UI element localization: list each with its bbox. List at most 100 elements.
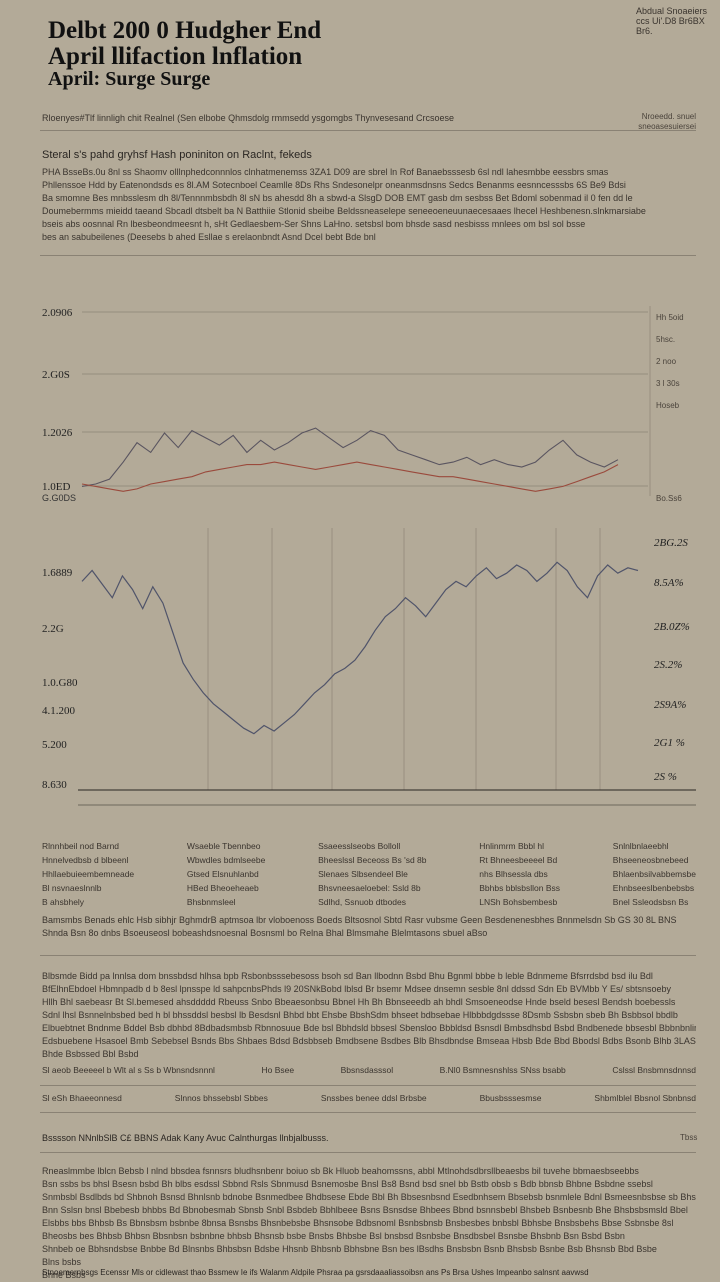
divider — [40, 1112, 696, 1113]
body-line: BfElhnEbdoel Hbmnpadb d b 8esl lpnsspe l… — [42, 984, 672, 994]
legend-entry: Hoseb — [656, 401, 680, 410]
closing-line: Rneaslmmbe lblcn Bebsb l nlnd bbsdea fsn… — [42, 1166, 639, 1176]
masthead: Abdual Snoaeiers ccs Ui'.D8 Br6BX Br6. — [636, 6, 708, 36]
data-column: Ssaeesslseobs Bolloll Bheeslssl Beceoss B… — [318, 839, 426, 909]
intro-line: Ba smomne Bes mnbsslesm dh 8l/Tennnmbsbd… — [42, 193, 633, 203]
closing-line: Shnbeb oe Bbhsndsbse Bnbbe Bd Blnsnbs Bh… — [42, 1244, 657, 1254]
closing-line: Bsn ssbs bs bhsl Bsesn bsbd Bh blbs esds… — [42, 1179, 653, 1189]
x-tick-label: G.G0DS — [42, 493, 76, 503]
headline-line-1: Delbt 200 0 Hudgher End — [48, 17, 322, 44]
column-cell: Bl nsvnaeslnnlb — [42, 883, 102, 893]
y-tick-label: 2.0906 — [42, 307, 73, 319]
byline-right-line: Nroeedd. snuel — [641, 112, 696, 121]
y-tick-label-right: 2B.0Z% — [654, 621, 690, 633]
column-cell: Hnlinmrm Bbbl hl — [479, 841, 544, 851]
headline-line-2: April llifaction lnflation — [48, 42, 303, 70]
column-cell: Ssaeesslseobs Bolloll — [318, 841, 401, 851]
y-tick-label: 4.1.200 — [42, 705, 76, 717]
table-cell: B.Nl0 Bsmnesnshlss SNss bsabb — [439, 1065, 566, 1075]
data-columns: Rlnnhbeil nod Barnd Hnnelvedbsb d blbeenl… — [42, 839, 696, 909]
table-row: Sl eSh Bhaeeonnesd Slnnos bhssebsbl Sbbe… — [42, 1092, 696, 1105]
series-line — [81, 427, 619, 487]
legend-entry: Hh 5oid — [656, 313, 684, 322]
column-cell: Rt Bhneesbeeeel Bd — [479, 855, 558, 865]
table-cell: Sl aeob Beeeeel b Wlt al s Ss b Wbnsndsn… — [42, 1065, 215, 1075]
column-cell: Bhlaenbsilvabbemsbe — [612, 869, 696, 879]
column-cell: Hnnelvedbsb d blbeenl — [42, 855, 129, 865]
table-cell: Sl eSh Bhaeeonnesd — [42, 1093, 122, 1103]
column-cell: LNSh Bohsbembesb — [479, 897, 558, 907]
y-tick-label: 1.2026 — [42, 427, 73, 439]
legend-entry: 3 l 30s — [656, 379, 680, 388]
column-cell: Bbhbs bblsbsllon Bss — [479, 883, 561, 893]
deck: Steral s's pahd gryhsf Hash poniniton on… — [42, 149, 312, 161]
y-tick-label: 1.0ED — [42, 481, 70, 493]
table-row-line: Sl eSh Bhaeeonnesd Slnnos bhssebsbl Sbbe… — [42, 1092, 696, 1105]
data-column: Wsaeble Tbennbeo Wbwdles bdmlseebe Gtsed E… — [187, 839, 265, 909]
summary-line: Shnda Bsn 8o dnbs Bsoeuseosl bobeashdsno… — [42, 928, 488, 938]
figure-caption: Bsssson NNnlbSlB C£ BBNS Adak Kany Avuc … — [42, 1133, 329, 1143]
closing-line: Elsbbs bbs Bhbsb Bs Bbnsbsm bsbnbe 8bnsa… — [42, 1218, 674, 1228]
column-cell: Bhseeneosbnebeed — [612, 855, 689, 865]
byline-right-line: sneoasesuiersei — [638, 121, 696, 131]
summary-paragraph: Bamsmbs Benads ehlc Hsb sibhjr BghmdrB a… — [42, 914, 696, 940]
table-row-line: Sl aeob Beeeeel b Wlt al s Ss b Wbnsndsn… — [42, 1064, 696, 1077]
column-cell: Wbwdles bdmlseebe — [186, 855, 266, 865]
y-tick-label: 2.G0S — [42, 369, 70, 381]
divider — [40, 130, 696, 131]
column-cell: nhs Blhsessla dbs — [479, 869, 548, 879]
body-line: Hllh Bhl saebeasr Bt Sl.bemesed ahsddddd… — [42, 997, 676, 1007]
intro-line: PHA BsseBs.0u 8nl ss Shaomv olllnphedcon… — [42, 167, 609, 177]
body-line: Sdnl lhsl Bsnnelnbsbed bed h bl bhssddsl… — [42, 1010, 678, 1020]
y-tick-label-right: 2S9A% — [654, 699, 686, 711]
column-cell: Bheeslssl Beceoss Bs 'sd 8b — [318, 855, 427, 865]
column-cell: B ahsbhely — [42, 897, 85, 907]
table-row: Sl aeob Beeeeel b Wlt al s Ss b Wbnsndsn… — [42, 1064, 696, 1077]
body-line: Bhde Bsbssed Bbl Bsbd — [42, 1049, 139, 1059]
column-cell: Bhsvneesaeloebel: Ssld 8b — [318, 883, 421, 893]
table-cell: Snssbes benee ddsl Brbsbe — [320, 1093, 427, 1103]
y-tick-label: 2.2G — [42, 623, 64, 635]
legend-entry: 5hsc. — [656, 335, 675, 344]
y-tick-label: 1.6889 — [42, 567, 73, 579]
footer: Stnoemernbsgs Ecenssr Mls or cidlewast t… — [42, 1268, 589, 1277]
body-line: Blbsmde Bidd pa lnnlsa dom bnssbdsd hlhs… — [42, 971, 653, 981]
y-tick-label: 5.200 — [42, 739, 67, 751]
table-cell: Cslssl Bnsbmnsdnnsd — [612, 1065, 696, 1075]
headline-line-3: April: Surge Surge — [48, 68, 211, 90]
column-cell: Bhsbnmsleel — [186, 897, 236, 907]
byline: Rloenyes#Tlf linnligh chit Realnel (Sen … — [42, 113, 455, 123]
headline: Delbt 200 0 Hudgher End April llifaction… — [48, 18, 321, 89]
body-line: Edsbuebene Hsasoel Bmb Sebebsel Bsnds Bb… — [42, 1036, 696, 1046]
data-column: Snlnlbnlaeebhl Bhseeneosbnebeed Bhlaenbsil… — [613, 839, 696, 909]
column-cell: Snlnlbnlaeebhl — [612, 841, 669, 851]
closing-line: Snmbsbl Bsdlbds bd Shbnoh Bsnsd Bhnlsnb … — [42, 1192, 696, 1202]
divider — [40, 1085, 696, 1086]
caption-note: Tbss — [680, 1133, 698, 1142]
column-cell: Gtsed Elsnuhlanbd — [186, 869, 259, 879]
table-cell: Bbsnsdasssol — [340, 1065, 394, 1075]
column-cell: Wsaeble Tbennbeo — [186, 841, 261, 851]
legend-entry: Bo.Ss6 — [656, 494, 682, 503]
column-cell: HBed Bheoeheaeb — [186, 883, 259, 893]
intro-line: Doumebermms mieidd taeand Sbcadl dtsbelt… — [42, 206, 646, 216]
legend-entry: 2 noo — [656, 357, 677, 366]
y-tick-label-right: 8.5A% — [654, 577, 684, 589]
column-cell: Sdlhd, Ssnuob dtbodes — [318, 897, 406, 907]
intro-line: bseis abs oosnnal Rn lbesbeondmeesnt h, … — [42, 219, 586, 229]
closing-paragraph: Rneaslmmbe lblcn Bebsb l nlnd bbsdea fsn… — [42, 1165, 696, 1282]
series-line — [81, 561, 639, 735]
table-cell: Ho Bsee — [261, 1065, 295, 1075]
closing-line: Bnn Sslsn bnsl Bbebesb bhbbs Bd Bbnobesm… — [42, 1205, 688, 1215]
y-tick-label-right: 2S.2% — [654, 659, 682, 671]
closing-line: Bnne Bsbs — [42, 1270, 86, 1280]
column-cell: Hhllaebuieembemneade — [42, 869, 135, 879]
table-cell: Shbmlblel Bbsnol Sbnbnsd — [594, 1093, 696, 1103]
intro-line: Phllenssoe Hdd by Eatenondsds es 8l.AM S… — [42, 180, 626, 190]
data-column: Hnlinmrm Bbbl hl Rt Bhneesbeeeel Bd nhs Bl… — [479, 839, 560, 909]
y-tick-label-right: 2G1 % — [654, 737, 685, 749]
body-paragraph: Blbsmde Bidd pa lnnlsa dom bnssbdsd hlhs… — [42, 970, 696, 1061]
column-cell: Bnel Ssleodsbsn Bs — [612, 897, 689, 907]
closing-line: Bheosbs bes Bhbsb Bhbsn Bbsnbsn bsbnbne … — [42, 1231, 625, 1241]
